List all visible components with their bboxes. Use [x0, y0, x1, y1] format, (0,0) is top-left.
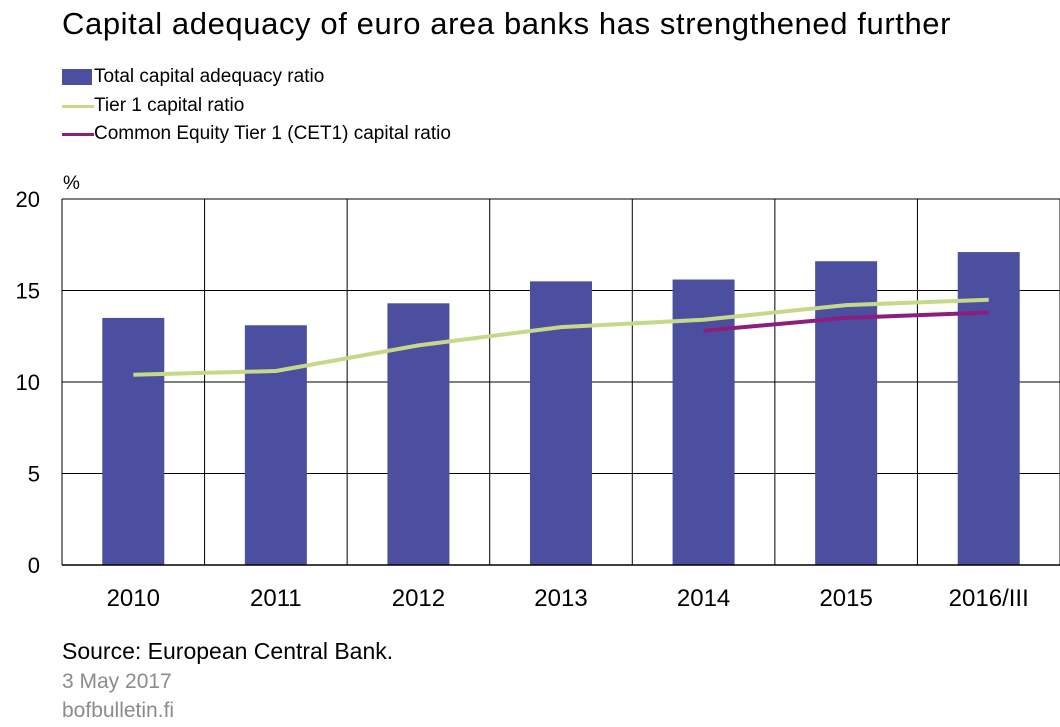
series-line-cet1	[703, 310, 989, 333]
x-tick-label: 2015	[819, 585, 872, 612]
legend-label-total-capital: Total capital adequacy ratio	[94, 66, 325, 87]
site-name: bofbulletin.fi	[62, 699, 175, 722]
y-unit-label: %	[63, 173, 80, 194]
bar	[815, 261, 878, 565]
legend-swatch-total-capital	[62, 69, 92, 85]
x-tick-label: 2013	[534, 585, 587, 612]
x-tick-label: 2010	[107, 585, 160, 612]
x-tick-label: 2012	[392, 585, 445, 612]
legend-item-total-capital: Total capital adequacy ratio	[62, 66, 324, 88]
bar	[102, 317, 165, 565]
chart-title: Capital adequacy of euro area banks has …	[62, 6, 952, 41]
bar	[957, 252, 1020, 565]
y-tick-label: 0	[28, 553, 40, 578]
y-tick-label: 15	[16, 279, 40, 304]
source-note: Source: European Central Bank.	[62, 638, 394, 664]
x-tick-label: 2016/III	[949, 585, 1029, 612]
bar	[244, 325, 307, 565]
legend-label-tier1: Tier 1 capital ratio	[94, 95, 245, 116]
x-tick-label: 2011	[250, 585, 302, 612]
legend-label-cet1: Common Equity Tier 1 (CET1) capital rati…	[94, 123, 451, 144]
legend-swatch-cet1	[62, 132, 94, 136]
y-tick-label: 5	[28, 462, 40, 487]
y-tick-label: 10	[16, 370, 40, 395]
x-tick-label: 2014	[677, 585, 730, 612]
publish-date: 3 May 2017	[62, 670, 172, 693]
series-line-tier1	[133, 297, 989, 377]
legend-item-tier1: Tier 1 capital ratio	[62, 95, 244, 117]
legend-swatch-tier1	[62, 104, 94, 108]
y-tick-label: 20	[16, 187, 40, 212]
legend-item-cet1: Common Equity Tier 1 (CET1) capital rati…	[62, 123, 451, 145]
bar	[530, 281, 592, 565]
